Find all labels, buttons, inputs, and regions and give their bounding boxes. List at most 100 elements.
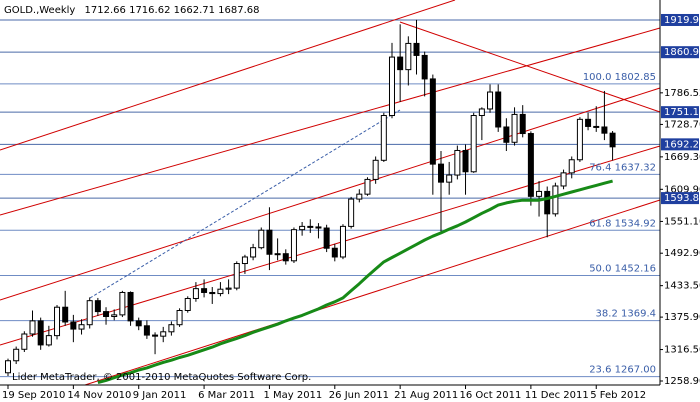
channel-line [0,27,661,216]
candle-body [585,118,592,127]
candle-body [356,193,363,200]
candle-body [470,115,477,173]
candle-body [552,185,559,215]
candle-body [168,324,175,333]
y-tick-label: 1258.90 [664,376,700,387]
candle-body [527,133,534,197]
price-box-label: 1919.91 [664,15,700,26]
candle-body [135,320,142,327]
fib-level: 61.8 [589,218,611,229]
candle-body [544,190,551,215]
candle-body [209,291,216,295]
dashed-line [89,109,401,299]
x-tick-label: 26 Jun 2011 [329,390,389,401]
candle-body [421,54,428,80]
price-box [661,106,699,119]
fib-price: 1267.00 [615,365,656,376]
fib-label: 50.0 1452.16 [589,263,656,274]
candle-body [290,229,297,262]
candle-body [454,149,461,176]
x-tick-label: 6 Mar 2011 [198,390,255,401]
candle-body [397,56,404,71]
candle-body [446,174,453,183]
candle-body [487,91,494,110]
x-tick-label: 11 Dec 2011 [525,390,589,401]
candle-body [45,335,52,346]
x-tick-label: 14 Nov 2010 [67,390,131,401]
chart-header: GOLD.,Weekly 1712.66 1716.62 1662.71 168… [4,5,260,16]
y-tick-label: 1669.30 [664,152,700,163]
x-tick-label: 9 Jan 2011 [133,390,187,401]
candle-body [323,227,330,249]
candle-body [601,126,608,134]
header-high: 1716.62 [129,5,170,16]
candle-body [593,125,600,128]
fib-label: 23.6 1267.00 [589,365,656,376]
candle-body [217,288,224,295]
candle-body [192,288,199,299]
candle-body [568,159,575,174]
channel-line [0,145,661,346]
candle-body [462,149,469,173]
candle-body [201,288,208,293]
candle-body [5,360,11,374]
candle-body [576,118,583,161]
candle-body [511,113,518,143]
fib-level: 76.4 [589,162,611,173]
fib-level: 100.0 [583,72,612,83]
y-tick-label: 1433.50 [664,281,700,292]
x-tick-label: 5 Feb 2012 [590,390,646,401]
candle-body [176,310,183,326]
candle-body [503,126,510,143]
labels: 1786.52 1728.70 1669.30 1609.90 1551.10 1492.… [2,13,700,401]
candle-body [111,314,118,318]
candle-body [54,306,61,337]
candles [5,19,616,377]
fib-price: 1452.16 [615,263,656,274]
candle-body [372,159,379,180]
candle-body [388,56,395,117]
candle-body [315,226,322,229]
candle-body [380,115,387,161]
candle-body [152,334,159,337]
y-tick-label: 1551.10 [664,216,700,227]
fib-label: 61.8 1534.92 [589,218,656,229]
fib-label: 100.0 1802.85 [583,72,656,83]
trend-line [399,21,661,113]
y-tick-label: 1492.90 [664,248,700,259]
candle-body [143,325,150,336]
y-tick-label: 1609.90 [664,184,700,195]
y-tick-label: 1728.70 [664,119,700,130]
candle-body [250,247,257,258]
candle-body [495,91,502,128]
candle-body [29,320,36,335]
header-open: 1712.66 [85,5,126,16]
candle-body [70,321,77,330]
watermark: Lider MetaTrader, © 2001-2010 MetaQuotes… [12,372,311,383]
candle-body [103,311,110,318]
price-box [661,46,699,59]
candle-body [331,247,338,258]
candle-body [274,253,281,256]
candle-body [37,320,44,346]
channel-line [84,199,661,386]
candle-body [299,225,306,231]
fib-level: 38.2 [596,309,618,320]
price-box-label: 1860.95 [664,47,700,58]
price-box-label: 1751.16 [664,107,700,118]
candle-body [160,331,167,337]
candle-body [429,78,436,165]
fib-price: 1802.85 [615,72,656,83]
candle-body [307,225,314,228]
price-box-label: 1593.80 [664,193,700,204]
candle-body [536,190,543,197]
candle-body [438,163,445,183]
fib-price: 1534.92 [615,218,656,229]
candle-body [241,256,248,265]
fib-level: 23.6 [589,365,611,376]
price-box [661,192,699,205]
x-tick-label: 1 May 2011 [263,390,322,401]
y-tick-label: 1786.52 [664,88,700,99]
candle-body [233,263,240,289]
